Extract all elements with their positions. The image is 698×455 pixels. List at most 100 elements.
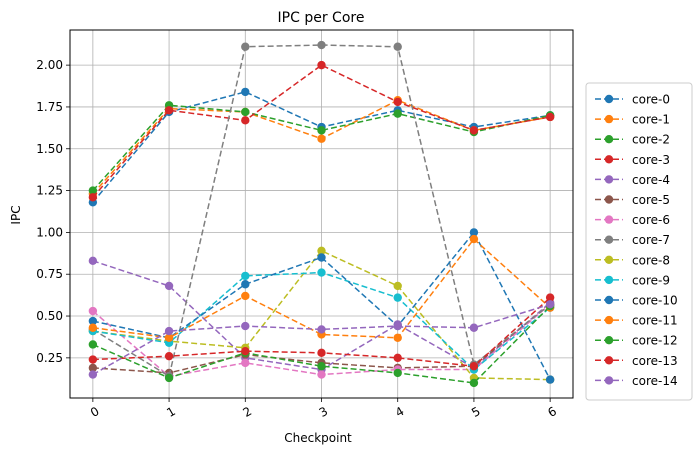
series-core-11: [88, 234, 555, 342]
series-core-14: [88, 300, 555, 379]
y-tick-label: 1.00: [36, 225, 63, 239]
data-point: [88, 186, 98, 195]
data-point: [469, 362, 479, 371]
data-point: [317, 126, 326, 135]
legend-label: core-14: [632, 374, 678, 388]
legend-marker: [604, 235, 614, 244]
data-point: [241, 358, 250, 368]
data-point: [545, 112, 555, 122]
data-point: [164, 106, 174, 115]
legend-item: core-7: [595, 233, 670, 247]
data-point: [317, 370, 326, 379]
data-point: [164, 326, 174, 336]
data-point: [241, 87, 250, 97]
legend-marker: [604, 195, 614, 204]
data-point: [241, 291, 250, 301]
legend-marker: [604, 295, 614, 305]
legend-label: core-3: [632, 153, 670, 167]
legend: core-0 core-1 core-2 core-3 core-4 core-5 core…: [585, 82, 693, 401]
legend-label: core-13: [632, 354, 678, 368]
legend-marker: [604, 215, 614, 224]
data-point: [393, 368, 402, 378]
y-tick-label: 1.50: [36, 142, 63, 156]
legend-item: core-6: [595, 213, 670, 227]
y-axis-ticks: 0.25 0.50 0.75 1.00 1.25 1.50 1.75 2.00: [36, 58, 70, 365]
y-tick-label: 1.75: [36, 100, 63, 114]
legend-label: core-1: [632, 113, 670, 127]
data-point: [164, 281, 174, 291]
data-point: [317, 40, 326, 50]
legend-marker: [604, 255, 614, 264]
data-point: [164, 351, 174, 361]
legend-label: core-4: [632, 173, 670, 187]
legend-item: core-13: [595, 354, 678, 368]
data-point: [393, 109, 402, 118]
data-point: [393, 321, 402, 331]
data-point: [88, 306, 98, 316]
legend-item: core-3: [595, 153, 670, 167]
legend-marker: [604, 114, 614, 124]
legend-item: core-9: [595, 273, 670, 287]
legend-item: core-11: [595, 314, 678, 328]
data-point: [317, 268, 326, 277]
data-point: [241, 42, 250, 51]
data-point: [317, 362, 326, 371]
data-point: [393, 293, 402, 302]
data-point: [317, 325, 326, 334]
data-point: [88, 256, 98, 266]
data-point: [545, 300, 555, 309]
data-point: [241, 116, 250, 125]
data-point: [88, 316, 98, 326]
legend-item: core-0: [595, 93, 670, 107]
series-core-13: [88, 293, 555, 371]
legend-item: core-5: [595, 193, 670, 207]
legend-label: core-6: [632, 213, 670, 227]
data-point: [469, 234, 479, 244]
data-point: [317, 246, 326, 255]
legend-label: core-7: [632, 233, 670, 247]
data-point: [469, 378, 479, 388]
legend-marker: [604, 135, 614, 144]
legend-label: core-11: [632, 314, 678, 328]
chart-title: IPC per Core: [278, 10, 365, 26]
data-point: [88, 193, 98, 202]
data-point: [88, 363, 98, 373]
data-point: [545, 293, 555, 302]
legend-item: core-2: [595, 133, 670, 147]
y-tick-label: 1.25: [36, 184, 63, 198]
data-point: [88, 340, 98, 349]
legend-label: core-2: [632, 133, 670, 147]
y-tick-label: 0.50: [36, 309, 63, 323]
legend-label: core-10: [632, 294, 678, 308]
legend-item: core-14: [595, 374, 678, 388]
x-axis-title: Checkpoint: [284, 431, 352, 445]
legend-item: core-10: [595, 294, 678, 308]
data-point: [317, 348, 326, 358]
legend-marker: [604, 315, 614, 325]
data-point: [469, 323, 479, 332]
data-point: [241, 107, 250, 117]
data-point: [241, 280, 250, 289]
legend-label: core-0: [632, 93, 670, 107]
legend-label: core-8: [632, 253, 670, 267]
legend-item: core-12: [595, 334, 678, 348]
legend-item: core-8: [595, 253, 670, 267]
legend-item: core-4: [595, 173, 670, 187]
data-point: [393, 97, 402, 107]
legend-marker: [604, 94, 614, 104]
data-point: [88, 323, 98, 332]
series-core-3: [88, 60, 555, 202]
data-point: [88, 370, 98, 379]
data-point: [393, 353, 402, 363]
data-point: [545, 375, 555, 384]
legend-label: core-5: [632, 193, 670, 207]
data-point: [241, 346, 250, 356]
y-tick-label: 0.25: [36, 351, 63, 365]
legend-marker: [604, 336, 614, 345]
data-point: [469, 228, 479, 237]
legend-marker: [604, 155, 614, 164]
data-point: [241, 321, 250, 331]
data-point: [393, 42, 402, 51]
